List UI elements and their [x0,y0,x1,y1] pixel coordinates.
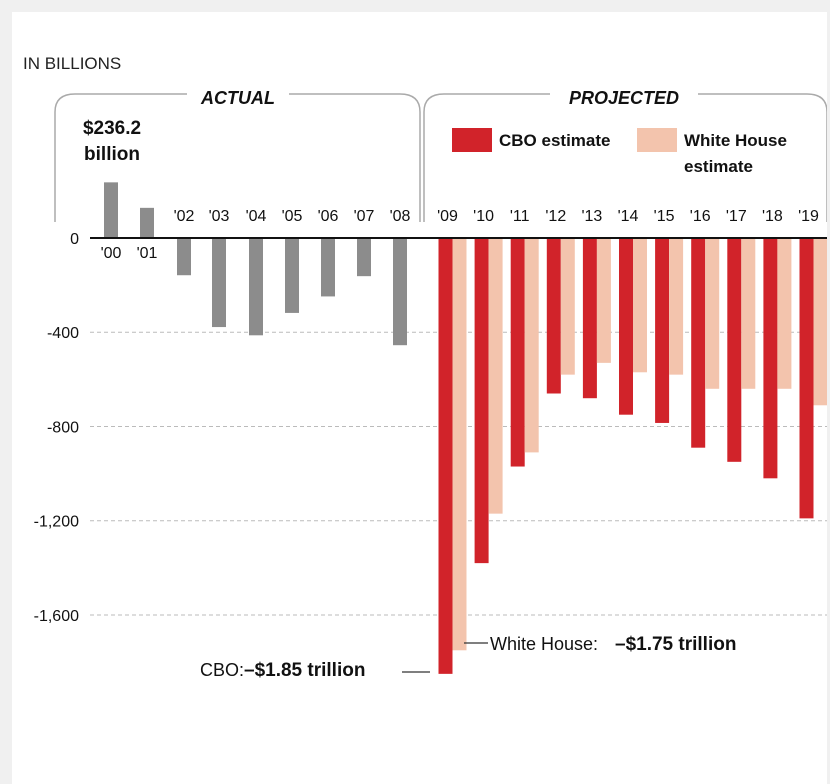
bar-cbo [763,238,778,479]
legend-wh-label-2: estimate [684,157,753,176]
legend-wh-label-1: White House [684,131,787,150]
x-tick-label: '04 [246,208,267,225]
bar-actual [357,238,371,277]
x-tick-label: '03 [209,208,230,225]
x-tick-label: '05 [282,208,303,225]
x-tick-label: '09 [437,208,458,225]
x-tick-label: '19 [798,208,819,225]
bar-actual [212,238,226,328]
legend-cbo-swatch [452,128,492,152]
y-tick-label: -1,200 [34,514,79,531]
bar-white-house [488,238,503,514]
x-tick-label: '01 [137,245,158,262]
bar-cbo [655,238,670,423]
projected-section-label: PROJECTED [569,88,679,108]
peak-value-label: $236.2 [83,118,141,139]
bar-white-house [452,238,467,651]
deficit-chart: IN BILLIONS 0 -400 -800 -1,200 -1,600 ACTUAL… [23,54,827,681]
actual-bracket-right [289,93,421,222]
bar-white-house [596,238,611,363]
bar-cbo [691,238,706,448]
projected-bracket [423,93,550,222]
bar-actual [321,238,335,297]
x-tick-label: '14 [618,208,639,225]
wh-callout-value: –$1.75 trillion [615,634,736,655]
cbo-callout-value: –$1.85 trillion [244,660,365,681]
bar-cbo [474,238,489,564]
bar-cbo [619,238,633,415]
bar-actual [140,207,154,238]
bar-white-house [777,238,792,389]
x-tick-label: '13 [581,208,602,225]
bar-cbo [582,238,597,399]
x-tick-label: '08 [390,208,411,225]
bars [104,182,827,674]
legend-wh-swatch [637,128,677,152]
x-tick-label: '17 [726,208,747,225]
unit-label: IN BILLIONS [23,54,121,73]
bar-cbo [727,238,742,462]
bar-white-house [633,238,647,373]
bar-actual [285,238,299,313]
bar-white-house [813,238,827,406]
cbo-callout-label: CBO: [200,660,244,680]
peak-unit-label: billion [84,144,140,165]
x-tick-label: '00 [101,245,122,262]
bar-cbo [510,238,525,467]
bar-actual [393,238,407,346]
y-tick-label: 0 [70,231,79,248]
bar-actual [249,238,263,336]
bar-actual [104,182,118,238]
x-tick-label: '12 [545,208,566,225]
x-tick-label: '15 [654,208,675,225]
bar-white-house [669,238,684,375]
x-tick-labels: '00 '01 '02 '03 '04 '05 '06 '07 '08 '09 '10 '11 '12 '… [101,208,819,262]
x-tick-label: '02 [174,208,195,225]
bar-cbo [799,238,814,519]
bar-white-house [705,238,720,389]
x-tick-label: '16 [690,208,711,225]
bar-white-house [524,238,539,453]
y-tick-label: -400 [47,325,79,342]
bar-white-house [560,238,575,375]
bar-cbo [546,238,561,394]
x-tick-label: '18 [762,208,783,225]
legend-cbo-label: CBO estimate [499,131,610,150]
y-tick-label: -1,600 [34,608,79,625]
chart-card: IN BILLIONS 0 -400 -800 -1,200 -1,600 ACTUAL… [12,12,827,784]
y-tick-labels: 0 -400 -800 -1,200 -1,600 [34,231,79,625]
bar-white-house [741,238,756,389]
x-tick-label: '11 [510,208,530,225]
x-tick-label: '06 [318,208,339,225]
wh-callout-label: White House: [490,634,598,654]
x-tick-label: '07 [354,208,375,225]
y-tick-label: -800 [47,419,79,436]
bar-actual [177,238,191,276]
bar-cbo [438,238,453,674]
gridlines [90,331,827,616]
x-tick-label: '10 [473,208,494,225]
actual-bracket [54,93,187,222]
actual-section-label: ACTUAL [200,88,275,108]
